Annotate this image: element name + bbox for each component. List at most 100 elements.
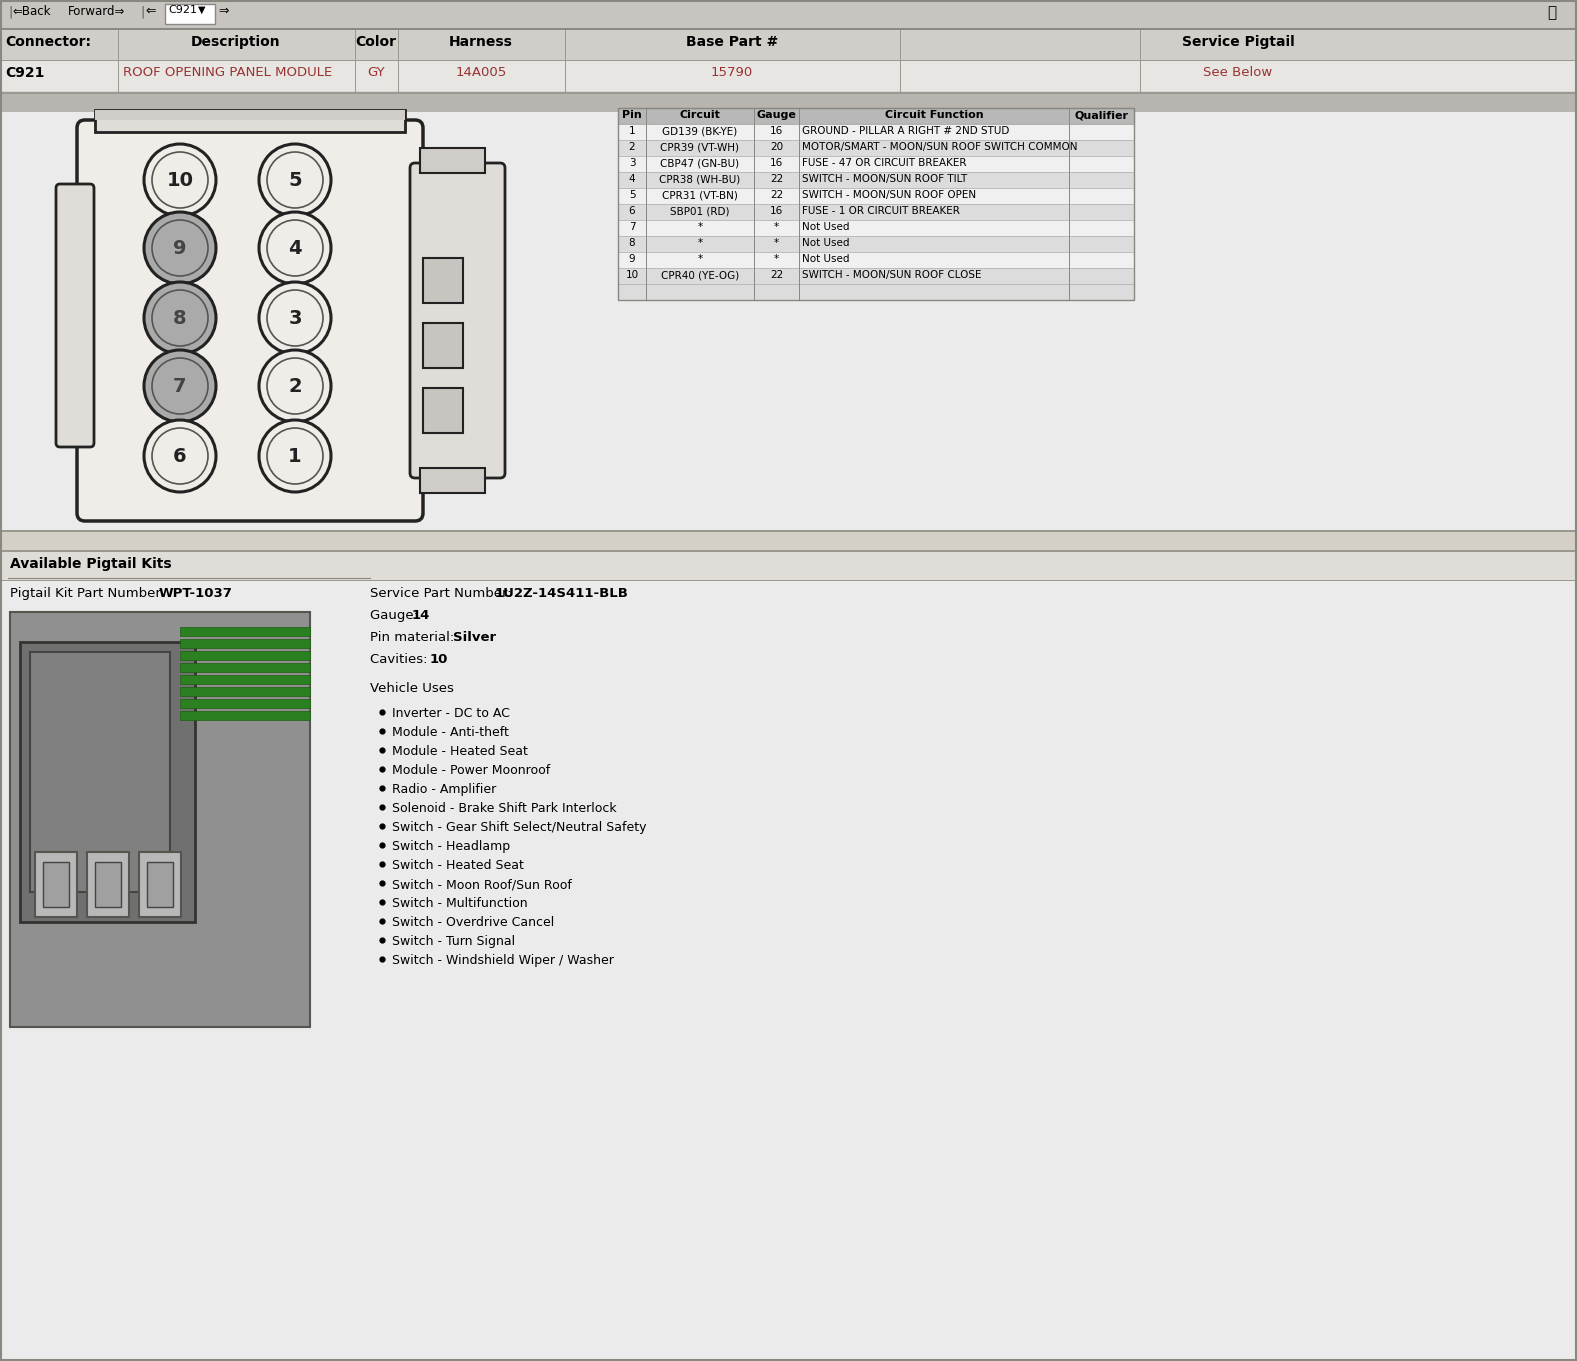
Text: 16: 16 <box>770 158 784 167</box>
Bar <box>180 651 311 660</box>
Bar <box>618 108 1134 124</box>
Text: *: * <box>697 238 703 248</box>
Bar <box>0 94 1577 112</box>
Text: SWITCH - MOON/SUN ROOF CLOSE: SWITCH - MOON/SUN ROOF CLOSE <box>803 269 981 280</box>
Text: Switch - Headlamp: Switch - Headlamp <box>393 840 509 853</box>
Text: Switch - Turn Signal: Switch - Turn Signal <box>393 935 516 949</box>
Bar <box>166 4 214 24</box>
Bar <box>180 640 311 648</box>
Text: C921: C921 <box>169 5 197 15</box>
Bar <box>618 140 1134 157</box>
Bar <box>618 171 1134 188</box>
Text: Switch - Multifunction: Switch - Multifunction <box>393 897 528 911</box>
Text: *: * <box>697 222 703 231</box>
Text: |: | <box>140 5 144 18</box>
Text: ⇒: ⇒ <box>218 5 229 18</box>
Text: 2: 2 <box>629 142 636 152</box>
Text: Color: Color <box>355 35 396 49</box>
Text: 14: 14 <box>412 608 431 622</box>
Text: Circuit: Circuit <box>680 110 721 120</box>
Text: Silver: Silver <box>453 632 497 644</box>
Text: 7: 7 <box>173 377 186 396</box>
Text: SWITCH - MOON/SUN ROOF TILT: SWITCH - MOON/SUN ROOF TILT <box>803 174 967 184</box>
Bar <box>87 852 129 917</box>
Text: Switch - Heated Seat: Switch - Heated Seat <box>393 859 524 872</box>
Bar <box>95 110 405 132</box>
Text: Connector:: Connector: <box>5 35 91 49</box>
Text: 8: 8 <box>629 238 636 248</box>
Text: Switch - Gear Shift Select/Neutral Safety: Switch - Gear Shift Select/Neutral Safet… <box>393 821 647 834</box>
Bar <box>419 148 486 173</box>
Text: Gauge:: Gauge: <box>371 608 423 622</box>
Text: Qualifier: Qualifier <box>1074 110 1129 120</box>
Bar <box>618 235 1134 252</box>
Bar <box>180 687 311 695</box>
Bar <box>21 642 196 921</box>
Bar <box>180 675 311 685</box>
Bar <box>139 852 181 917</box>
Bar <box>423 323 464 367</box>
Text: GY: GY <box>367 65 385 79</box>
Bar <box>0 112 1577 529</box>
Text: 20: 20 <box>770 142 784 152</box>
Text: *: * <box>774 255 779 264</box>
Bar <box>618 157 1134 171</box>
Text: 22: 22 <box>770 174 784 184</box>
Bar <box>618 268 1134 284</box>
Circle shape <box>144 212 216 284</box>
Circle shape <box>144 350 216 422</box>
Text: Switch - Moon Roof/Sun Roof: Switch - Moon Roof/Sun Roof <box>393 878 572 891</box>
Circle shape <box>259 421 331 491</box>
Text: ⇐Back: ⇐Back <box>13 5 50 18</box>
Text: Module - Power Moonroof: Module - Power Moonroof <box>393 764 550 777</box>
Text: Pin: Pin <box>621 110 642 120</box>
FancyBboxPatch shape <box>57 184 95 446</box>
Text: Service Part Number:: Service Part Number: <box>371 587 516 600</box>
Bar <box>147 862 173 906</box>
Bar <box>9 612 311 1028</box>
Text: 6: 6 <box>629 206 636 216</box>
Text: Description: Description <box>191 35 281 49</box>
Text: 10: 10 <box>626 269 639 280</box>
Text: 1: 1 <box>289 446 301 465</box>
Bar <box>618 220 1134 235</box>
Text: Forward⇒: Forward⇒ <box>68 5 126 18</box>
Bar <box>0 553 1577 580</box>
Bar <box>419 468 486 493</box>
Bar <box>35 852 77 917</box>
Text: Harness: Harness <box>449 35 513 49</box>
Circle shape <box>144 421 216 491</box>
Circle shape <box>259 212 331 284</box>
Text: Module - Anti-theft: Module - Anti-theft <box>393 725 509 739</box>
Text: *: * <box>697 255 703 264</box>
Text: 22: 22 <box>770 269 784 280</box>
Text: Vehicle Uses: Vehicle Uses <box>371 682 454 695</box>
Text: Not Used: Not Used <box>803 222 850 231</box>
Text: Switch - Windshield Wiper / Washer: Switch - Windshield Wiper / Washer <box>393 954 613 968</box>
Text: Solenoid - Brake Shift Park Interlock: Solenoid - Brake Shift Park Interlock <box>393 802 617 815</box>
Text: GD139 (BK-YE): GD139 (BK-YE) <box>662 127 738 136</box>
FancyBboxPatch shape <box>410 163 505 478</box>
Text: Module - Heated Seat: Module - Heated Seat <box>393 744 528 758</box>
Text: CPR40 (YE-OG): CPR40 (YE-OG) <box>661 269 740 280</box>
Bar <box>0 30 1577 93</box>
Text: Not Used: Not Used <box>803 238 850 248</box>
Circle shape <box>259 144 331 216</box>
Text: 1: 1 <box>629 127 636 136</box>
Bar <box>618 284 1134 299</box>
Circle shape <box>259 350 331 422</box>
Text: C921: C921 <box>5 65 44 80</box>
Bar <box>0 529 1577 532</box>
Text: 5: 5 <box>289 170 301 189</box>
Text: Available Pigtail Kits: Available Pigtail Kits <box>9 557 172 572</box>
Text: Not Used: Not Used <box>803 255 850 264</box>
Circle shape <box>144 144 216 216</box>
Circle shape <box>144 282 216 354</box>
Text: *: * <box>774 238 779 248</box>
Bar <box>0 0 1577 29</box>
Bar <box>180 700 311 708</box>
Text: CPR38 (WH-BU): CPR38 (WH-BU) <box>659 174 741 184</box>
Text: ▼: ▼ <box>199 5 205 15</box>
Bar <box>95 862 121 906</box>
Bar <box>180 663 311 672</box>
